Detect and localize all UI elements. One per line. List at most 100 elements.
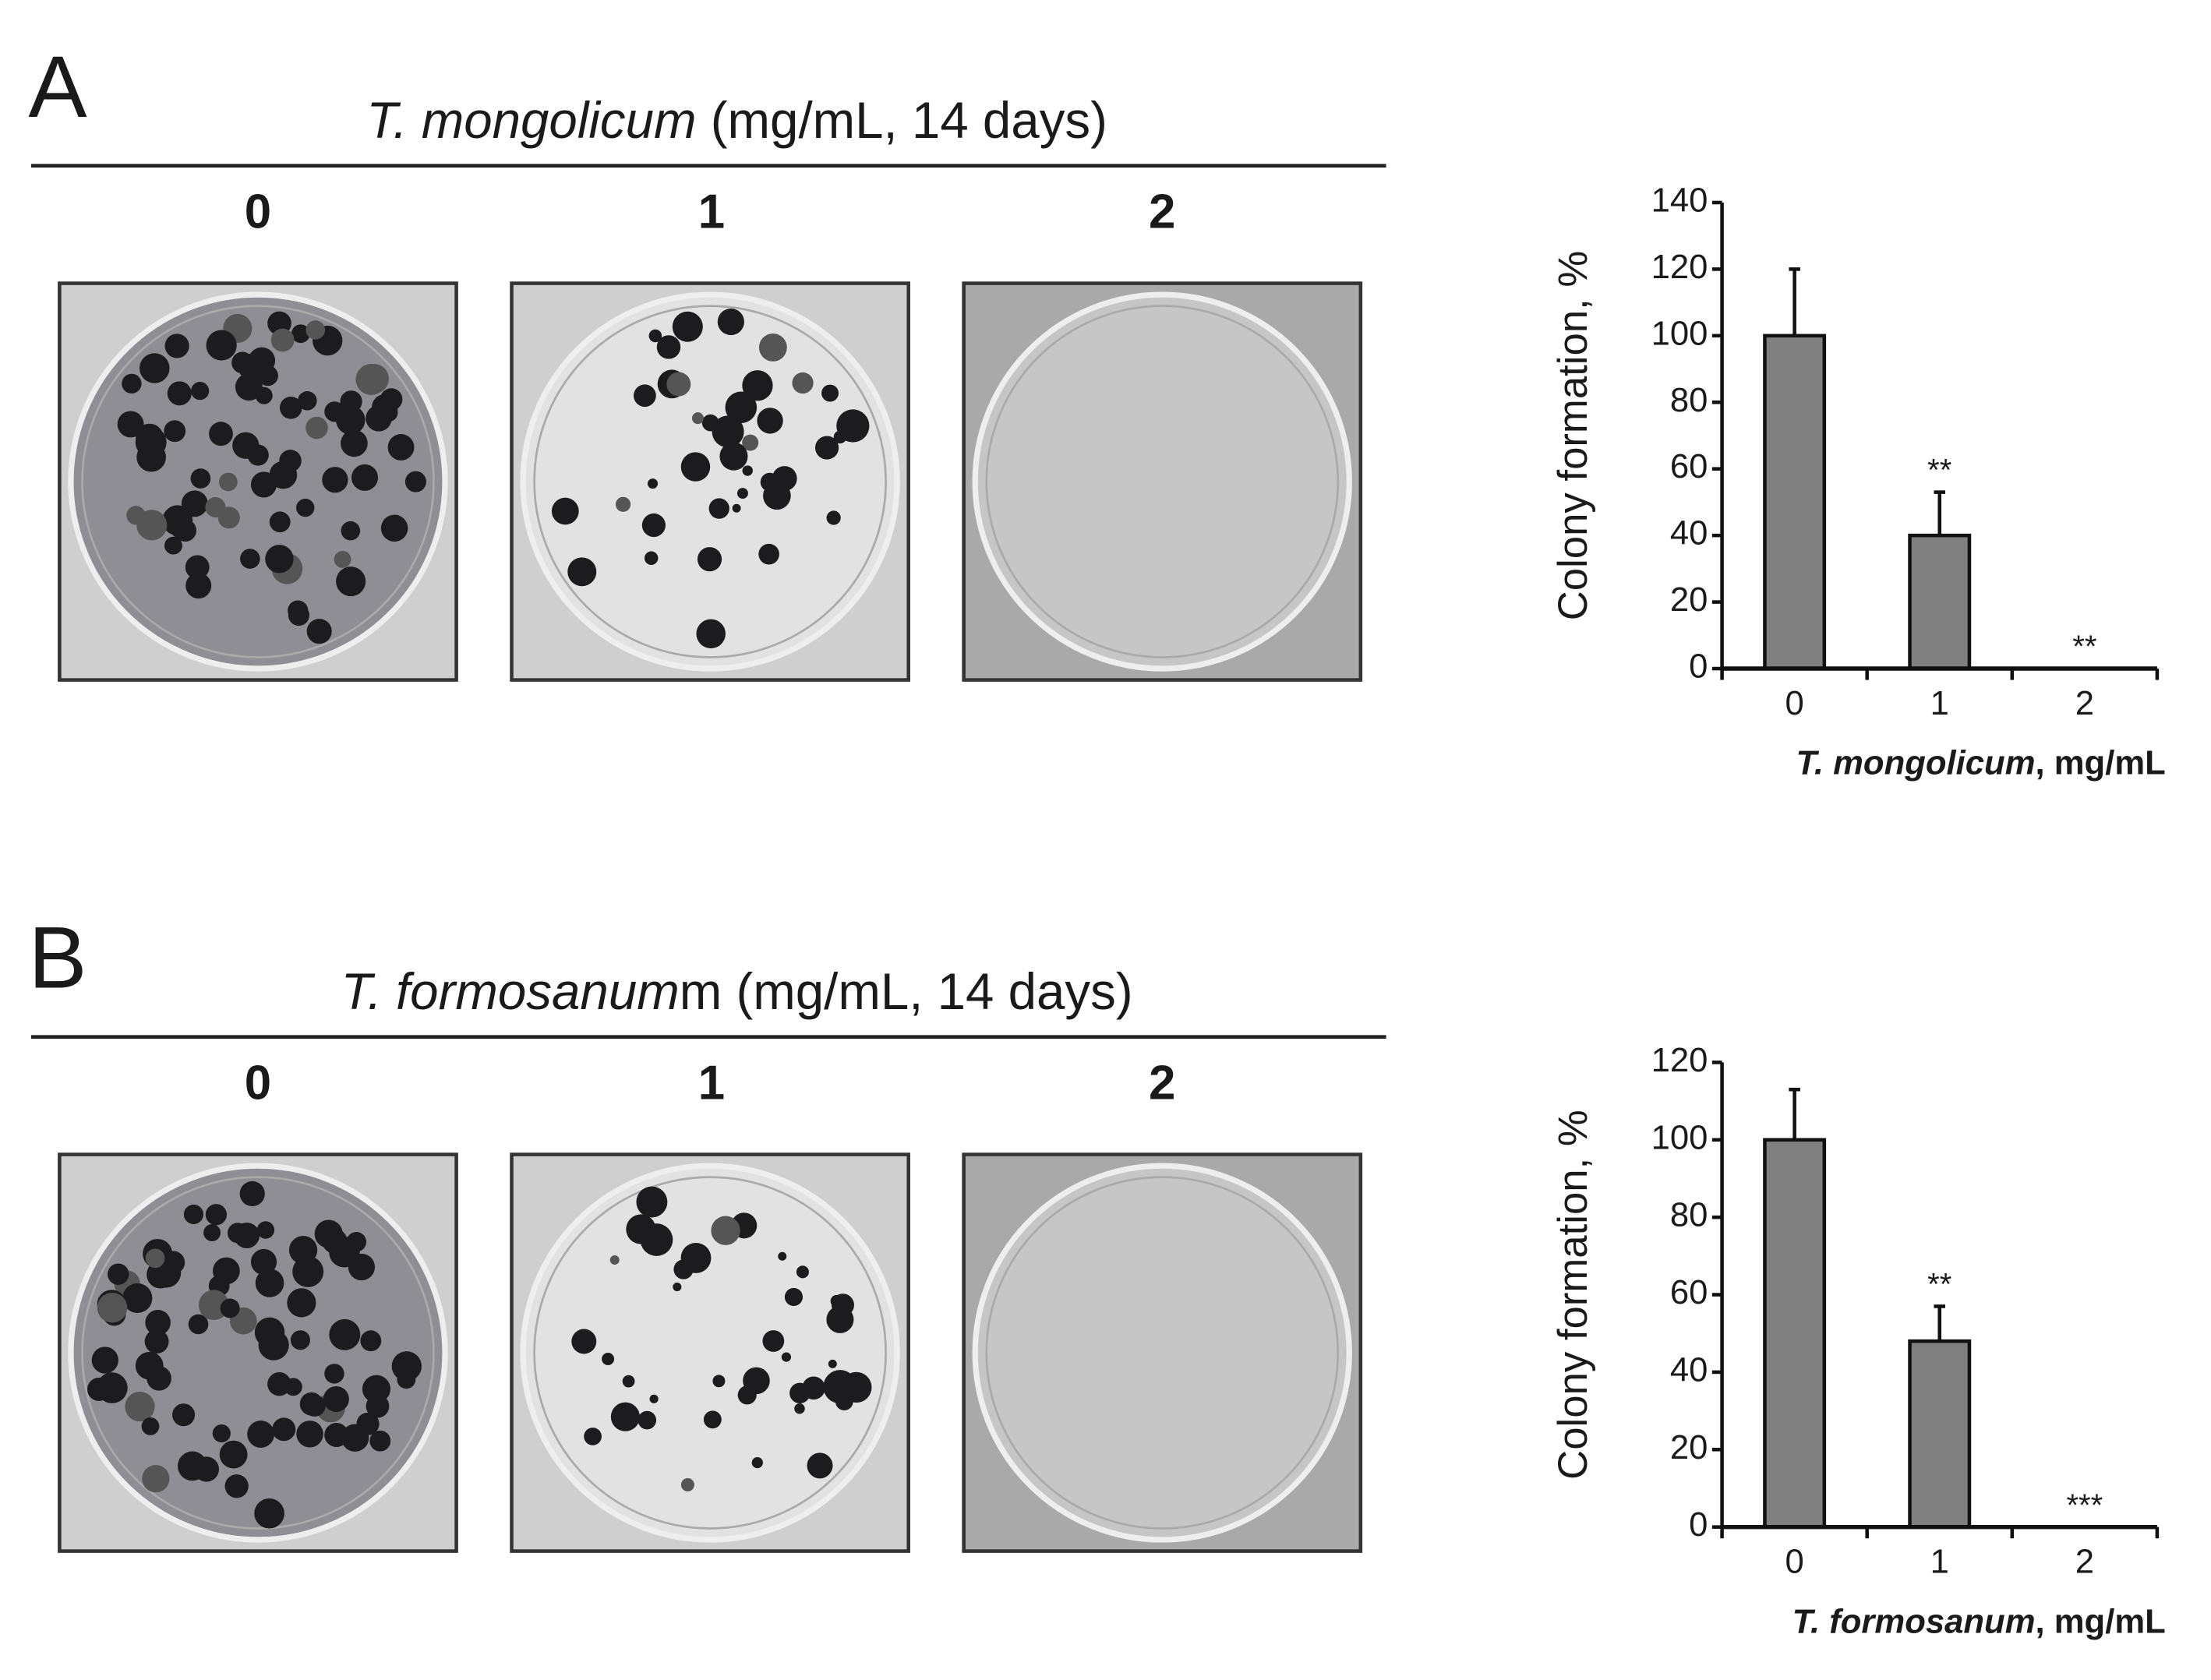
dish [520,291,900,672]
colony [306,619,332,644]
y-tick-label: 40 [1670,515,1708,552]
dish [972,291,1352,672]
colony [141,1417,160,1435]
y-tick-label: 80 [1670,1197,1708,1234]
colony [814,436,839,460]
colony [272,1417,296,1442]
colony [291,324,310,344]
y-tick-label: 60 [1670,448,1708,485]
x-axis-title: T. mongolicum, mg/mL [1796,744,2165,782]
colony [841,1371,872,1403]
colony [298,391,317,411]
colony [239,1181,265,1207]
colony [610,1402,640,1431]
colony [711,1216,740,1245]
x-tick-label: 0 [1785,685,1804,722]
colony [789,1382,811,1404]
colony [821,384,839,402]
colony [717,308,744,336]
colony [97,1293,128,1323]
dish-rim [81,1176,435,1530]
colony [641,1229,660,1248]
dish-rim [533,305,887,658]
dose-label: 1 [698,185,725,239]
colony [757,408,783,434]
y-tick-label: 100 [1651,315,1708,352]
title-rest: (mg/mL, 14 days) [697,92,1107,149]
colony [292,1255,324,1287]
colony [161,1251,185,1275]
colony [136,442,166,472]
panel-title: T. formosanumm (mg/mL, 14 days) [341,963,1133,1020]
x-tick-label: 1 [1930,1543,1949,1580]
colony [324,1364,344,1384]
x-tick-label: 0 [1785,1543,1804,1580]
colony [391,1351,422,1382]
colony [164,334,189,358]
colony [732,503,741,513]
bar [1908,1339,1972,1529]
colony [218,472,238,492]
y-tick-label: 0 [1689,1506,1708,1544]
colony [360,1330,382,1352]
colony [178,1451,207,1481]
colony [712,415,744,448]
colony [622,1375,635,1388]
x-tick-label: 2 [2075,1543,2094,1580]
colony [567,557,597,587]
y-tick-label: 20 [1670,1429,1708,1466]
colony [796,1265,809,1279]
colony [185,573,212,599]
colony [348,1253,376,1281]
colony [247,444,269,466]
colony [265,545,294,574]
colony [206,330,237,361]
colony [762,1330,785,1352]
bar-chart: 0 20 40 60 80 100 120 0 ** 1 *** 2 Colony formation,… [1550,1042,2166,1640]
colony [387,434,415,461]
colony [672,311,703,342]
colony [792,372,814,394]
colony [164,420,186,443]
colony [719,442,748,471]
colony [219,1440,248,1469]
colony [255,1269,284,1297]
colony [257,365,278,386]
colony [181,490,208,517]
colony [287,1288,316,1318]
title-rest: m (mg/mL, 14 days) [680,963,1133,1020]
bar-chart: 0 20 40 60 80 100 120 140 0 ** 1 ** 2 Colony formatio… [1550,182,2166,782]
colony [125,1392,155,1422]
y-tick-label: 140 [1651,182,1708,219]
colony [122,373,142,394]
colony [826,510,841,525]
colony [122,1283,153,1313]
colony [117,411,144,438]
colony [324,1423,349,1448]
colony [240,549,260,569]
colony [224,1474,249,1498]
panel: A T. mongolicum (mg/mL, 14 days) 0 1 2 [28,37,1386,682]
dish [972,1163,1352,1543]
colony [758,543,779,565]
colony [351,464,379,491]
colony [649,1394,659,1403]
colony [220,1298,240,1318]
colony [334,551,351,568]
colony [551,497,579,525]
x-title-rest: , mg/mL [2036,744,2166,782]
colony [680,1242,712,1273]
x-title-italic: T. formosanum [1792,1603,2036,1640]
dish-rim [985,305,1340,658]
colony [269,511,291,533]
dose-label: 1 [698,1057,725,1110]
colony [742,434,759,451]
colony [380,514,408,542]
x-title-italic: T. mongolicum [1796,744,2035,782]
colony [290,1330,310,1350]
y-tick-label: 20 [1670,581,1708,619]
colony [584,1428,602,1445]
dish-rim [533,1176,887,1530]
panel-label: A [28,37,87,136]
y-axis-title: Colony formation, % [1550,1110,1596,1480]
